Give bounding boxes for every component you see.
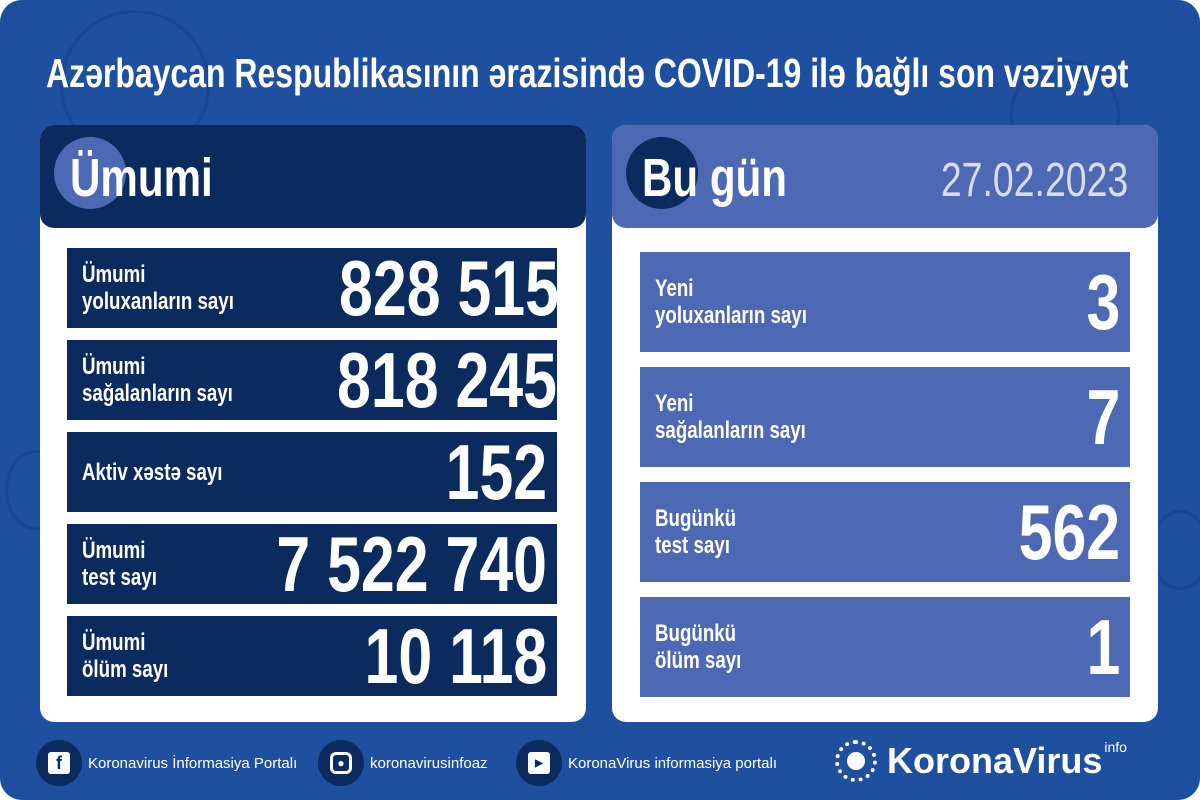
stat-row-total-deaths: Ümumi ölüm sayı 10 118 xyxy=(67,612,557,700)
youtube-link[interactable]: ▶ KoronaVirus informasiya portalı xyxy=(516,740,777,786)
koronavirus-logo: KoronaVirus info xyxy=(835,739,1127,782)
instagram-icon: ● xyxy=(318,740,364,786)
stat-label: Bugünkü xyxy=(655,620,737,647)
stat-row-today-deaths: Bugünkü ölüm sayı 1 xyxy=(640,597,1130,697)
stat-row-active: Aktiv xəstə sayı 152 xyxy=(67,428,557,516)
stat-label: Ümumi xyxy=(82,261,146,288)
stat-label: test sayı xyxy=(655,532,730,559)
sun-logo-icon xyxy=(835,740,877,782)
instagram-link[interactable]: ● koronavirusinfoaz xyxy=(318,740,488,786)
facebook-link[interactable]: f Koronavirus İnformasiya Portalı xyxy=(36,740,297,786)
stat-label: yoluxanların sayı xyxy=(655,302,807,329)
stat-value: 7 522 740 xyxy=(276,519,547,608)
stat-label: Ümumi xyxy=(82,353,146,380)
today-panel: Bu gün 27.02.2023 Yeni yoluxanların sayı … xyxy=(612,125,1158,722)
facebook-icon: f xyxy=(36,740,82,786)
instagram-label: koronavirusinfoaz xyxy=(370,754,488,772)
stat-label: Yeni xyxy=(655,275,694,302)
stat-value: 3 xyxy=(1086,257,1120,346)
today-heading: Bu gün xyxy=(642,148,788,208)
stat-label: sağalanların sayı xyxy=(82,380,233,407)
virus-icon xyxy=(54,137,126,209)
stat-value: 1 xyxy=(1086,602,1120,691)
brand-name: KoronaVirus xyxy=(887,740,1103,781)
page-title: Azərbaycan Respublikasının ərazisində CO… xyxy=(46,50,1129,96)
stat-row-new-infected: Yeni yoluxanların sayı 3 xyxy=(640,252,1130,352)
stat-row-new-recovered: Yeni sağalanların sayı 7 xyxy=(640,367,1130,467)
stat-value: 818 245 xyxy=(337,335,558,424)
report-date: 27.02.2023 xyxy=(940,154,1128,207)
stat-label: Aktiv xəstə sayı xyxy=(82,458,223,486)
total-panel: Ümumi Ümumi yoluxanların sayı 828 515 Ümu… xyxy=(40,125,586,722)
stat-label: Yeni xyxy=(655,390,694,417)
stat-label: Ümumi xyxy=(82,537,146,564)
stat-label: test sayı xyxy=(82,564,157,591)
stat-label: sağalanların sayı xyxy=(655,417,806,444)
stat-label: Bugünkü xyxy=(655,505,737,532)
stat-row-today-tests: Bugünkü test sayı 562 xyxy=(640,482,1130,582)
stat-value: 7 xyxy=(1086,372,1120,461)
youtube-icon: ▶ xyxy=(516,740,562,786)
stat-row-total-tests: Ümumi test sayı 7 522 740 xyxy=(67,520,557,608)
stat-value: 828 515 xyxy=(338,243,559,332)
stat-row-total-infected: Ümumi yoluxanların sayı 828 515 xyxy=(67,244,559,332)
youtube-label: KoronaVirus informasiya portalı xyxy=(568,754,777,772)
stat-value: 562 xyxy=(1018,487,1120,576)
footer: f Koronavirus İnformasiya Portalı ● koro… xyxy=(0,739,1200,786)
stat-label: Ümumi xyxy=(82,629,146,656)
stat-value: 152 xyxy=(445,427,547,516)
stat-label: ölüm sayı xyxy=(655,647,742,674)
stat-label: ölüm sayı xyxy=(82,656,169,683)
facebook-label: Koronavirus İnformasiya Portalı xyxy=(88,754,298,772)
total-heading: Ümumi xyxy=(70,148,213,208)
virus-icon xyxy=(626,137,698,209)
today-header: Bu gün 27.02.2023 xyxy=(612,125,1158,228)
stat-value: 10 118 xyxy=(364,611,547,700)
stat-label: yoluxanların sayı xyxy=(82,288,234,315)
brand-sup: info xyxy=(1104,739,1127,755)
stat-row-total-recovered: Ümumi sağalanların sayı 818 245 xyxy=(67,336,557,424)
total-header: Ümumi xyxy=(40,125,586,228)
